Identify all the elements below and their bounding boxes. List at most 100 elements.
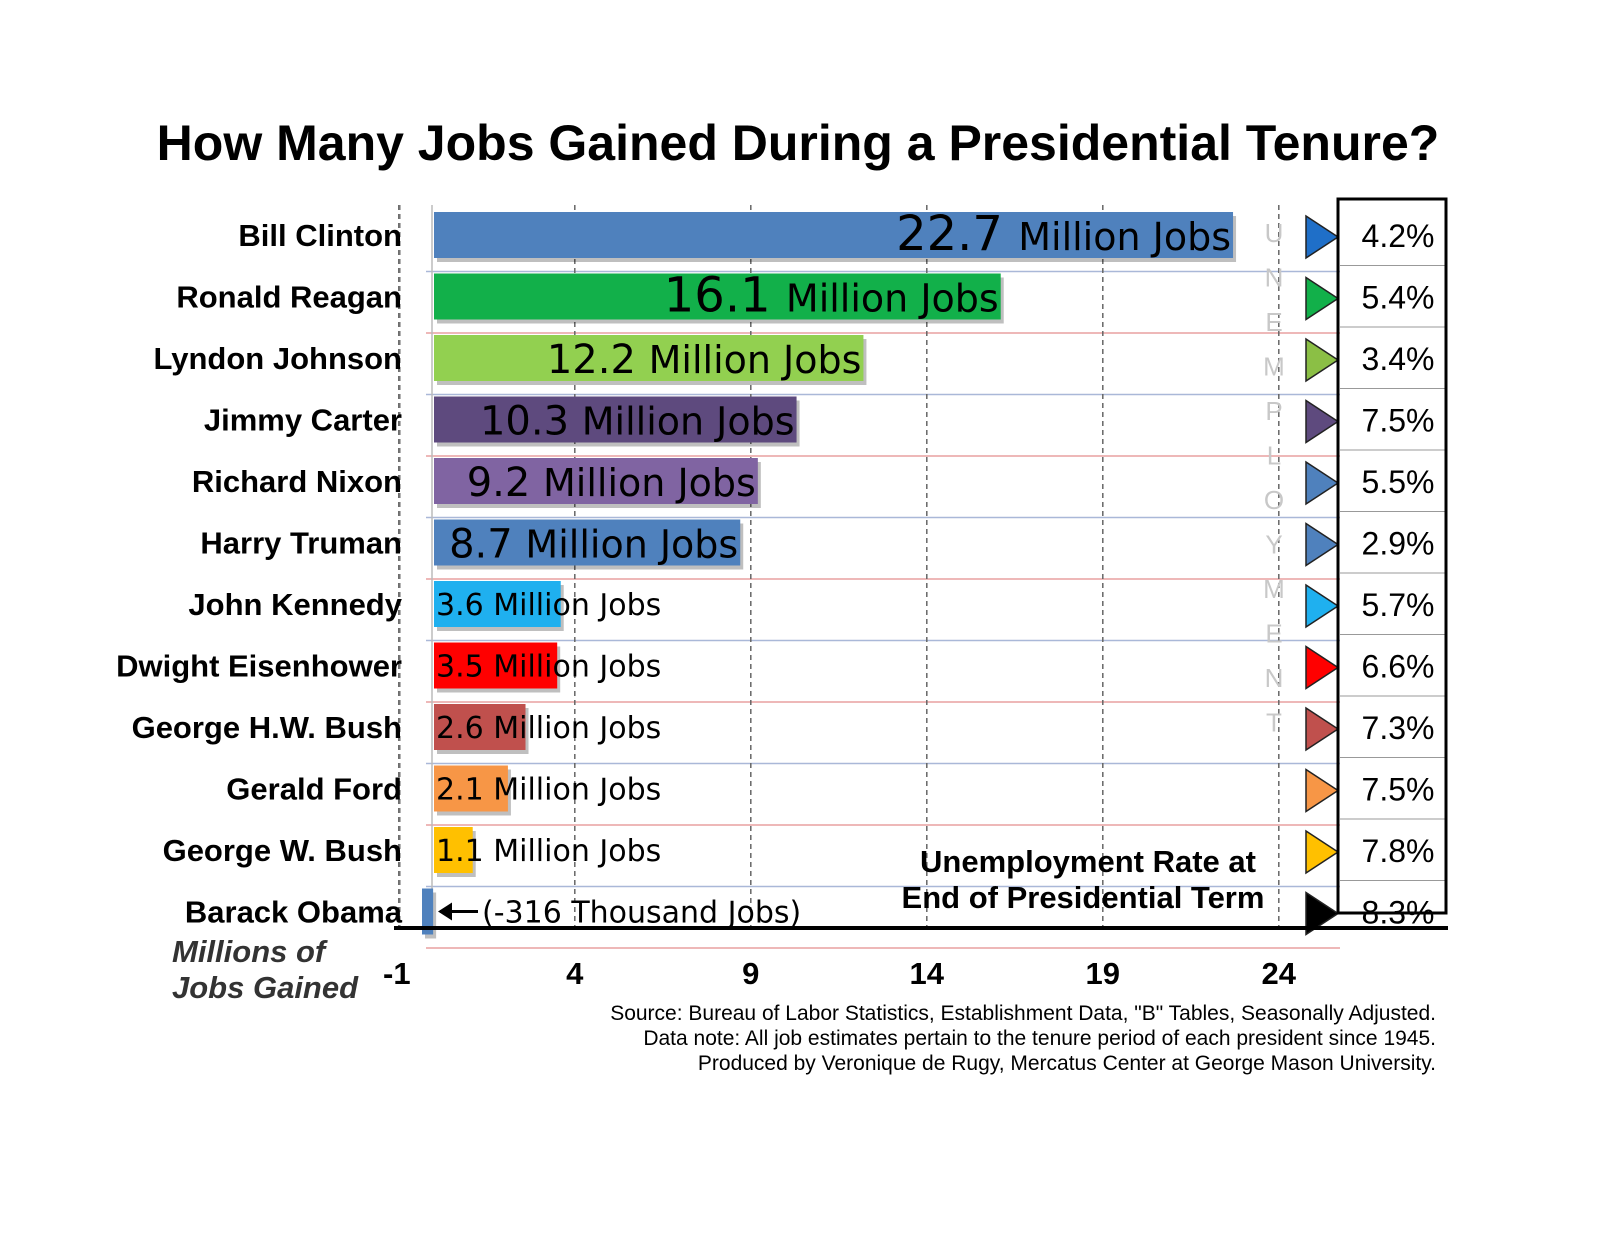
bar-unit: Million Jobs [493, 588, 661, 623]
unemployment-rate: 6.6% [1362, 649, 1435, 685]
president-label: Dwight Eisenhower [116, 649, 402, 684]
unemployment-rate: 4.2% [1362, 218, 1435, 254]
unemployment-rate: 5.5% [1362, 464, 1435, 500]
bars [422, 212, 1237, 939]
president-label: Bill Clinton [238, 218, 402, 253]
bar-value-label: (-316 Thousand Jobs) [482, 896, 801, 931]
bar-value-label: 16.1 Million Jobs [664, 268, 999, 324]
bar-value-label: 3.5 Million Jobs [436, 650, 661, 685]
bar-unit: Million Jobs [493, 834, 661, 869]
unemployment-letter: M [1263, 352, 1285, 382]
legend-line-1: Unemployment Rate at [920, 844, 1256, 879]
bar-jimmy-carter [434, 396, 797, 443]
bar-value: 16.1 [664, 268, 786, 324]
bar-value: 9.2 [467, 460, 543, 506]
unemployment-letter: N [1265, 263, 1284, 293]
unemployment-letter: Y [1265, 530, 1282, 560]
source-line: Data note: All job estimates pertain to … [643, 1027, 1436, 1050]
unemployment-rate: 5.7% [1362, 587, 1435, 623]
bar-value: 3.5 [436, 650, 493, 685]
president-label: Jimmy Carter [204, 403, 402, 438]
bar-bill-clinton [434, 212, 1234, 258]
bar-value-label: 1.1 Million Jobs [436, 834, 661, 869]
source-line: Source: Bureau of Labor Statistics, Esta… [610, 1002, 1436, 1025]
chart-title: How Many Jobs Gained During a Presidenti… [157, 115, 1440, 171]
triangle-marker-icon [1305, 276, 1340, 321]
triangle-marker-icon [1305, 829, 1340, 875]
triangle-marker-icon [1305, 768, 1340, 813]
triangle-marker-icon [1305, 460, 1340, 506]
triangle-marker-icon [1305, 214, 1340, 260]
legend-line-2: End of Presidential Term [902, 880, 1265, 915]
bar-gerald-ford [434, 765, 508, 812]
bar-value: 2.6 [436, 711, 493, 746]
source-line: Produced by Veronique de Rugy, Mercatus … [698, 1052, 1436, 1075]
bar-value-label: 12.2 Million Jobs [547, 337, 862, 383]
bar-unit: Million Jobs [493, 773, 661, 808]
bar-value: 12.2 [547, 337, 649, 383]
x-tick-label: 4 [566, 956, 584, 991]
unemployment-letter: E [1265, 307, 1282, 337]
bar-unit: Million Jobs [493, 650, 661, 685]
bar-value-label: 9.2 Million Jobs [467, 460, 756, 506]
x-tick-label: 24 [1262, 956, 1297, 991]
president-label: Harry Truman [200, 526, 402, 561]
bar-unit: Million Jobs [1018, 215, 1231, 259]
unemployment-rate: 7.5% [1362, 772, 1435, 808]
x-tick-label: -1 [383, 956, 411, 991]
president-label: George H.W. Bush [132, 710, 402, 745]
bar-value-label: 8.7 Million Jobs [449, 522, 738, 568]
president-label: Ronald Reagan [176, 280, 402, 315]
unemployment-panel: 4.2% 5.4% 3.4% 7.5% 5.5% 2.9% 5.7% 6.6% 7.3% 7.5%… [902, 197, 1448, 936]
bar-value: 8.7 [449, 522, 525, 568]
bar-george-w-bush [434, 827, 473, 873]
bar-unit: Million Jobs [786, 277, 999, 321]
bar-unit: Million Jobs [543, 461, 756, 505]
unemployment-letter: P [1265, 396, 1282, 426]
president-label: Richard Nixon [192, 464, 402, 499]
bar-value: 22.7 [896, 206, 1018, 262]
unemployment-box [1336, 197, 1448, 915]
unemployment-letter: L [1267, 441, 1281, 471]
bar-value: 2.1 [436, 773, 493, 808]
unemployment-rate: 2.9% [1362, 526, 1435, 562]
bar-harry-truman [434, 519, 741, 566]
x-axis-label-line-1: Millions of [172, 934, 328, 969]
unemployment-letter: T [1266, 708, 1282, 738]
x-tick-label: 9 [742, 956, 759, 991]
grid [398, 205, 1340, 949]
bar-george-h-w-bush [434, 704, 526, 750]
triangle-marker-icon [1305, 522, 1340, 567]
bar-ronald-reagan [434, 273, 1001, 320]
president-label: John Kennedy [188, 587, 402, 622]
unemployment-rate: 7.8% [1362, 833, 1435, 869]
unemployment-letter: N [1265, 663, 1284, 693]
x-axis-label-line-2: Jobs Gained [172, 970, 359, 1005]
triangle-marker-icon [1305, 399, 1340, 444]
president-label: George W. Bush [163, 833, 402, 868]
bar-value-label: 2.6 Million Jobs [436, 711, 661, 746]
bar-value-label: 3.6 Million Jobs [436, 588, 661, 623]
bar-unit: Million Jobs [582, 400, 795, 444]
bar-value: 10.3 [480, 399, 582, 445]
unemployment-rate: 7.5% [1362, 403, 1435, 439]
president-label: Gerald Ford [226, 772, 402, 807]
unemployment-letter: U [1265, 218, 1284, 248]
bar-barack-obama [422, 888, 434, 935]
unemployment-rate: 5.4% [1362, 280, 1435, 316]
unemployment-letter: O [1264, 485, 1284, 515]
unemployment-rate: 7.3% [1362, 710, 1435, 746]
bar-dwight-eisenhower [434, 642, 558, 689]
bar-value-label: 2.1 Million Jobs [436, 773, 661, 808]
triangle-marker-icon [1305, 645, 1340, 690]
triangle-marker-icon [1305, 891, 1340, 936]
bar-lyndon-johnson [434, 335, 864, 381]
bar-value: 3.6 [436, 588, 493, 623]
x-tick-label: 19 [1086, 956, 1120, 991]
triangle-marker-icon [1305, 583, 1340, 629]
bar-richard-nixon [434, 458, 758, 504]
bar-unit: Million Jobs [493, 711, 661, 746]
x-tick-label: 14 [910, 956, 945, 991]
